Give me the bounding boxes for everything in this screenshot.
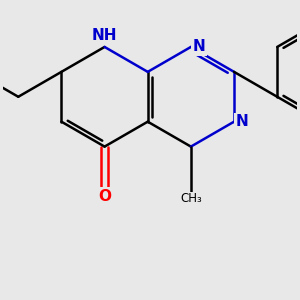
Text: N: N [236,114,248,129]
Text: N: N [192,39,205,54]
Text: NH: NH [92,28,117,43]
Text: CH₃: CH₃ [180,193,202,206]
Text: O: O [98,189,111,204]
